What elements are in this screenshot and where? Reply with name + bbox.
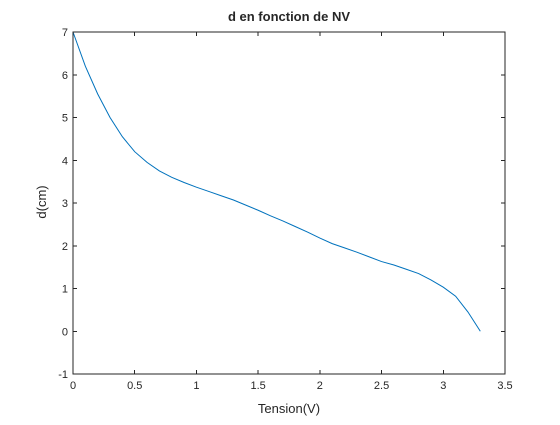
y-tick-label: 2 <box>62 241 68 253</box>
x-tick-label: 1.5 <box>250 380 265 392</box>
x-tick-label: 2 <box>317 380 323 392</box>
y-tick-label: 5 <box>62 113 68 125</box>
chart-title: d en fonction de NV <box>228 9 350 24</box>
series-line-1 <box>72 31 481 332</box>
y-tick-label: 6 <box>62 70 68 82</box>
x-tick-label: 0 <box>70 380 76 392</box>
y-tick-label: -1 <box>58 369 68 381</box>
x-tick-label: 0.5 <box>127 380 142 392</box>
x-tick-label: 1 <box>193 380 199 392</box>
y-axis-label: d(cm) <box>34 185 49 218</box>
x-axis-label: Tension(V) <box>258 401 320 416</box>
x-tick-label: 3.5 <box>497 380 512 392</box>
y-tick-label: 7 <box>62 27 68 39</box>
x-tick-label: 3 <box>440 380 446 392</box>
y-tick-label: 4 <box>62 155 68 167</box>
y-tick-label: 3 <box>62 198 68 210</box>
x-tick-label: 2.5 <box>374 380 389 392</box>
plot-area <box>73 32 505 374</box>
y-tick-label: 1 <box>62 284 68 296</box>
y-tick-label: 0 <box>62 326 68 338</box>
